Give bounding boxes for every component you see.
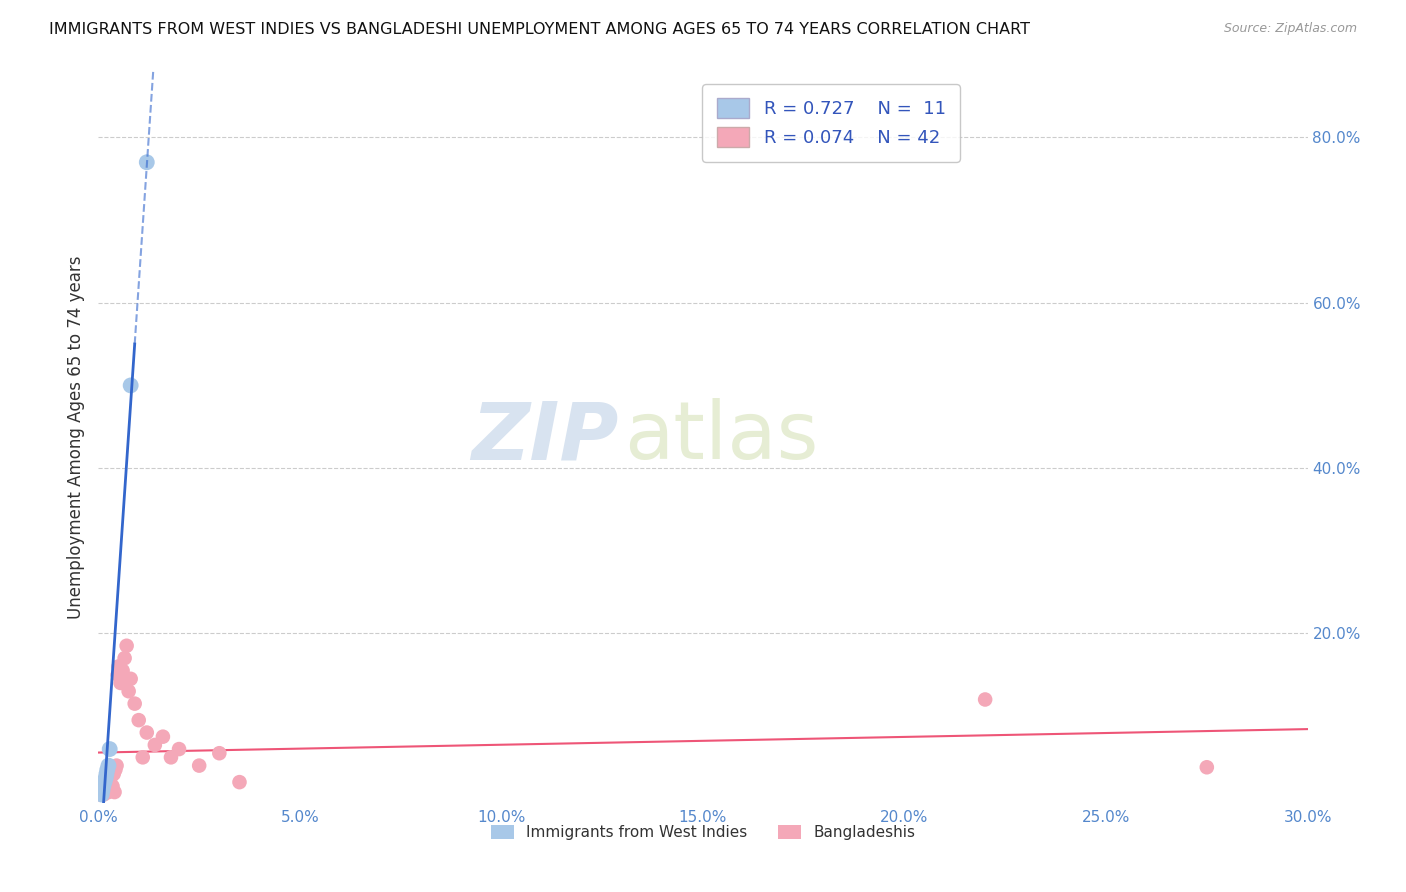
Point [97,777,120,791]
Text: atlas: atlas [624,398,818,476]
Point [94,785,117,799]
Point [160,750,183,764]
Point [101,779,124,793]
Point [1195,760,1218,774]
Point [124,697,146,711]
Point [132,750,155,764]
Point [228,775,250,789]
Point [90,788,112,802]
Point [93,788,115,802]
Text: Source: ZipAtlas.com: Source: ZipAtlas.com [1223,22,1357,36]
Point [104,763,127,777]
Point [128,713,150,727]
Point [188,758,211,772]
Point [107,667,129,681]
Point [110,676,132,690]
Point [94,783,117,797]
Point [97,775,120,789]
Point [97,758,120,772]
Point [107,659,129,673]
Point [91,783,114,797]
Point [96,779,118,793]
Y-axis label: Unemployment Among Ages 65 to 74 years: Unemployment Among Ages 65 to 74 years [66,255,84,619]
Point [100,771,122,785]
Point [98,783,121,797]
Point [91,781,114,796]
Text: ZIP: ZIP [471,398,619,476]
Point [103,785,125,799]
Point [96,763,118,777]
Point [90,785,112,799]
Point [100,781,122,796]
Point [103,767,125,781]
Point [152,730,174,744]
Point [91,783,114,797]
Point [974,692,997,706]
Point [96,767,118,781]
Point [208,746,231,760]
Point [89,788,111,802]
Point [97,785,120,799]
Point [93,779,115,793]
Text: IMMIGRANTS FROM WEST INDIES VS BANGLADESHI UNEMPLOYMENT AMONG AGES 65 TO 74 YEAR: IMMIGRANTS FROM WEST INDIES VS BANGLADES… [49,22,1031,37]
Point [111,664,134,678]
Point [91,779,114,793]
Point [118,684,141,698]
Point [105,758,128,772]
Point [93,775,115,789]
Point [143,738,166,752]
Point [120,378,142,392]
Legend: Immigrants from West Indies, Bangladeshis: Immigrants from West Indies, Bangladeshi… [485,819,921,847]
Point [135,155,157,169]
Point [98,742,121,756]
Point [115,639,138,653]
Point [120,672,142,686]
Point [114,651,136,665]
Point [94,771,117,785]
Point [167,742,190,756]
Point [96,781,118,796]
Point [135,725,157,739]
